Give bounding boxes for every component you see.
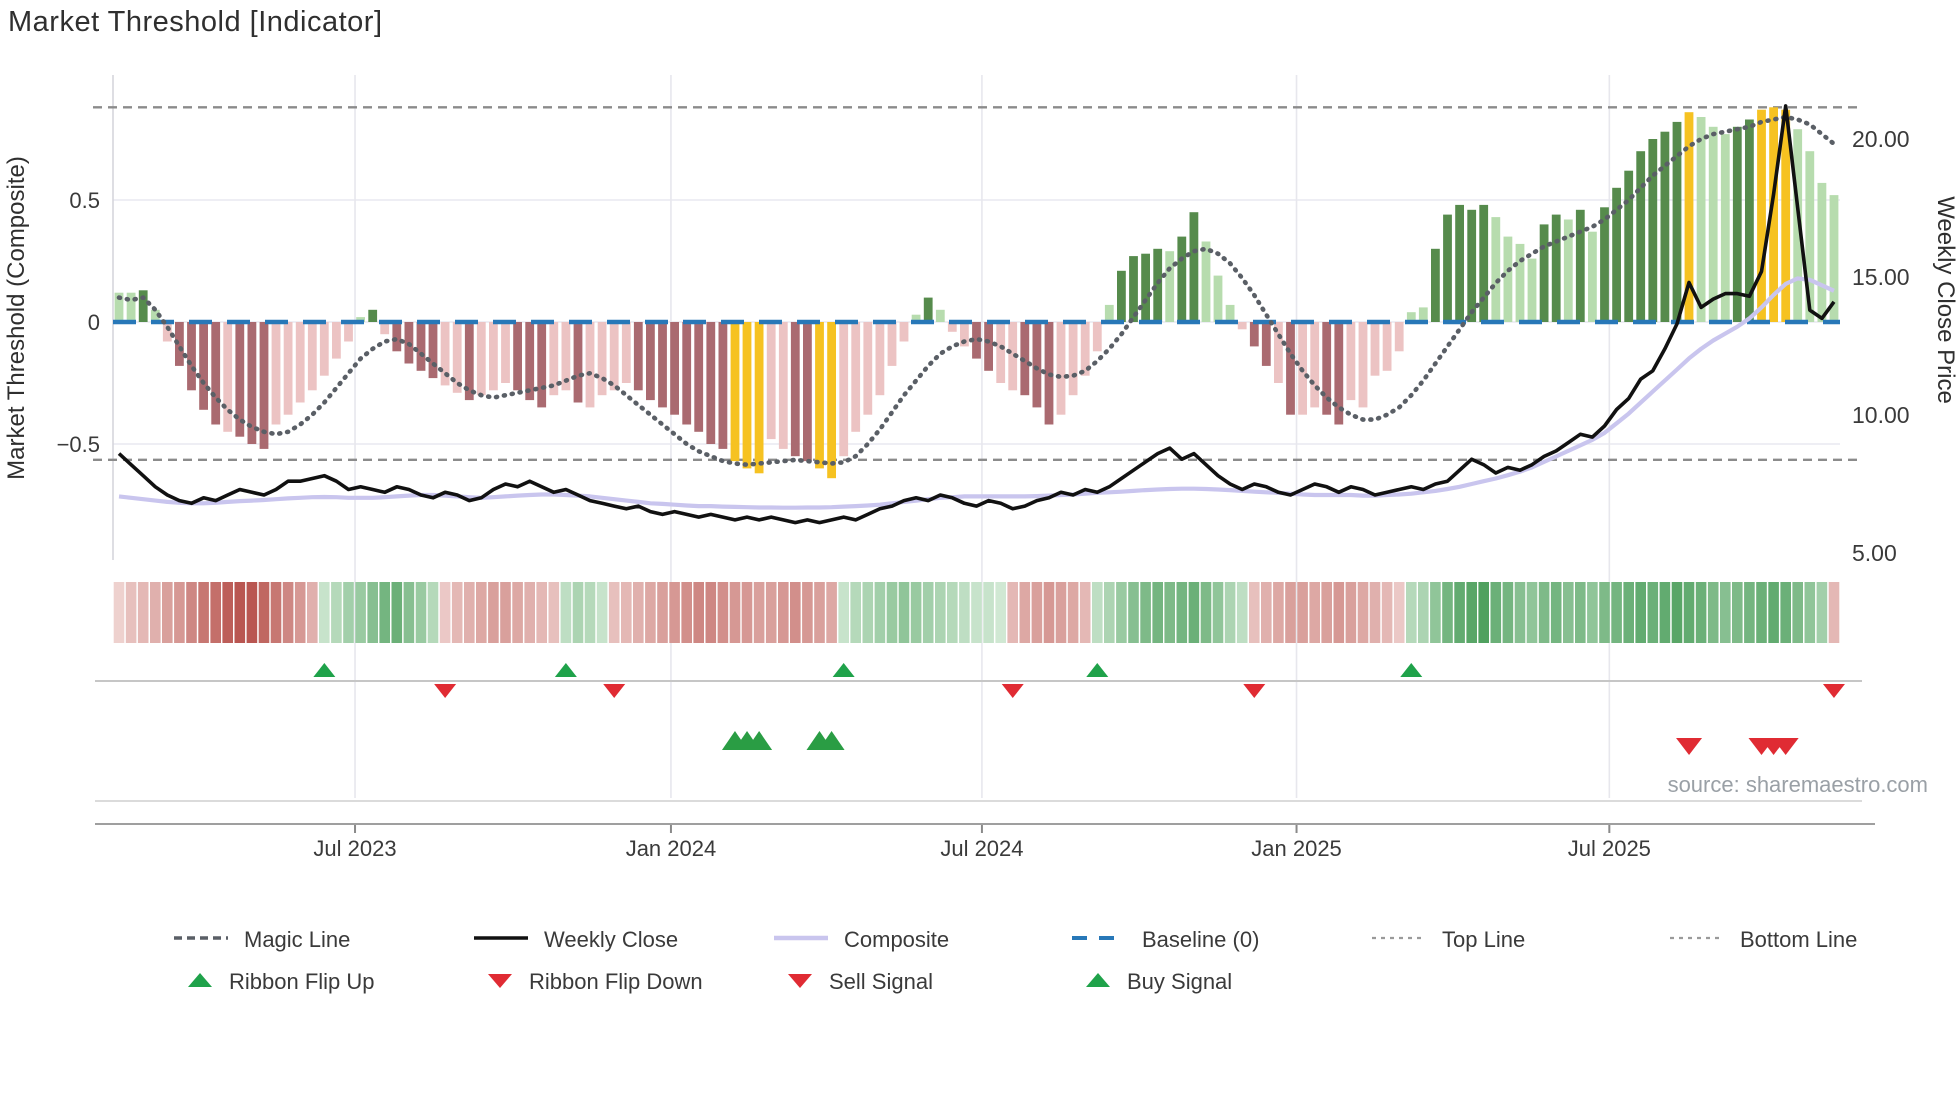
composite-line [118,276,1835,510]
ribbon-flip-down-marker [434,684,457,698]
y-tick-left: −0.5 [57,432,100,457]
ribbon-flip-down-marker [1001,684,1024,698]
buy-signal-marker [818,731,845,750]
legend-label: Bottom Line [1740,927,1858,952]
legend-label: Composite [844,927,950,952]
legend-label: Ribbon Flip Up [229,969,375,994]
legend-label: Weekly Close [544,927,679,952]
ribbon-flip-up-marker [1086,663,1109,677]
ribbon-flip-up-marker [313,663,336,677]
legend-item-composite: Composite [772,927,949,953]
legend-item-ribbon-flip-down: Ribbon Flip Down [485,969,703,995]
triangle-down-icon [785,970,815,995]
legend-label: Baseline (0) [1142,927,1260,952]
buy-signal-marker [746,731,773,750]
weekly-close-line [117,104,1836,525]
chart-legend: Magic Line Weekly Close Composite Baseline … [0,915,1960,1005]
ribbon-flip-up-marker [1400,663,1423,677]
x-tick-label: Jul 2024 [940,836,1023,861]
legend-item-buy-signal: Buy Signal [1083,969,1232,995]
magic-line [116,114,1837,468]
triangle-up-icon [1083,970,1113,995]
legend-label: Magic Line [244,927,351,952]
y-tick-left: 0 [88,310,100,335]
x-tick-label: Jan 2024 [626,836,717,861]
ribbon-flip-up-marker [554,663,577,677]
right-axis-title: Weekly Close Price [1932,196,1959,404]
y-tick-right: 5.00 [1852,540,1897,566]
legend-item-top-line: Top Line [1370,927,1525,953]
legend-item-magic-line: Magic Line [172,927,350,953]
legend-item-sell-signal: Sell Signal [785,969,933,995]
triangle-down-icon [485,970,515,995]
y-tick-right: 10.00 [1852,402,1910,428]
legend-item-ribbon-flip-up: Ribbon Flip Up [185,969,375,995]
legend-label: Ribbon Flip Down [529,969,703,994]
legend-item-baseline-0-: Baseline (0) [1070,927,1259,953]
ribbon-flip-up-marker [832,663,855,677]
composite-bars [114,107,1839,479]
baseline-swatch [1070,931,1128,950]
x-tick-label: Jul 2023 [313,836,396,861]
legend-item-weekly-close: Weekly Close [472,927,678,953]
ribbon-flip-down-marker [1243,684,1266,698]
left-axis-title: Market Threshold (Composite) [3,156,30,480]
triangle-up-icon [185,970,215,995]
legend-item-bottom-line: Bottom Line [1668,927,1857,953]
sell-signal-marker [1676,738,1703,755]
threshold-line-swatch [1370,931,1428,950]
x-tick-label: Jul 2025 [1568,836,1651,861]
ribbon-flip-down-marker [1822,684,1845,698]
weekly-close-swatch [472,931,530,950]
momentum-ribbon [113,582,1840,643]
legend-label: Buy Signal [1127,969,1233,994]
legend-label: Sell Signal [829,969,933,994]
composite-swatch [772,931,830,950]
page-title: Market Threshold [Indicator] [8,6,383,38]
y-tick-left: 0.5 [69,188,100,213]
gridlines [112,75,1840,833]
sell-signal-marker [1772,738,1799,755]
legend-label: Top Line [1442,927,1526,952]
threshold-line-swatch [1668,931,1726,950]
source-note: source: sharemaestro.com [1667,772,1928,797]
y-tick-right: 20.00 [1852,126,1910,152]
ribbon-flip-down-marker [603,684,626,698]
magic-line-swatch [172,931,230,950]
y-tick-right: 15.00 [1852,264,1910,290]
x-tick-label: Jan 2025 [1251,836,1342,861]
